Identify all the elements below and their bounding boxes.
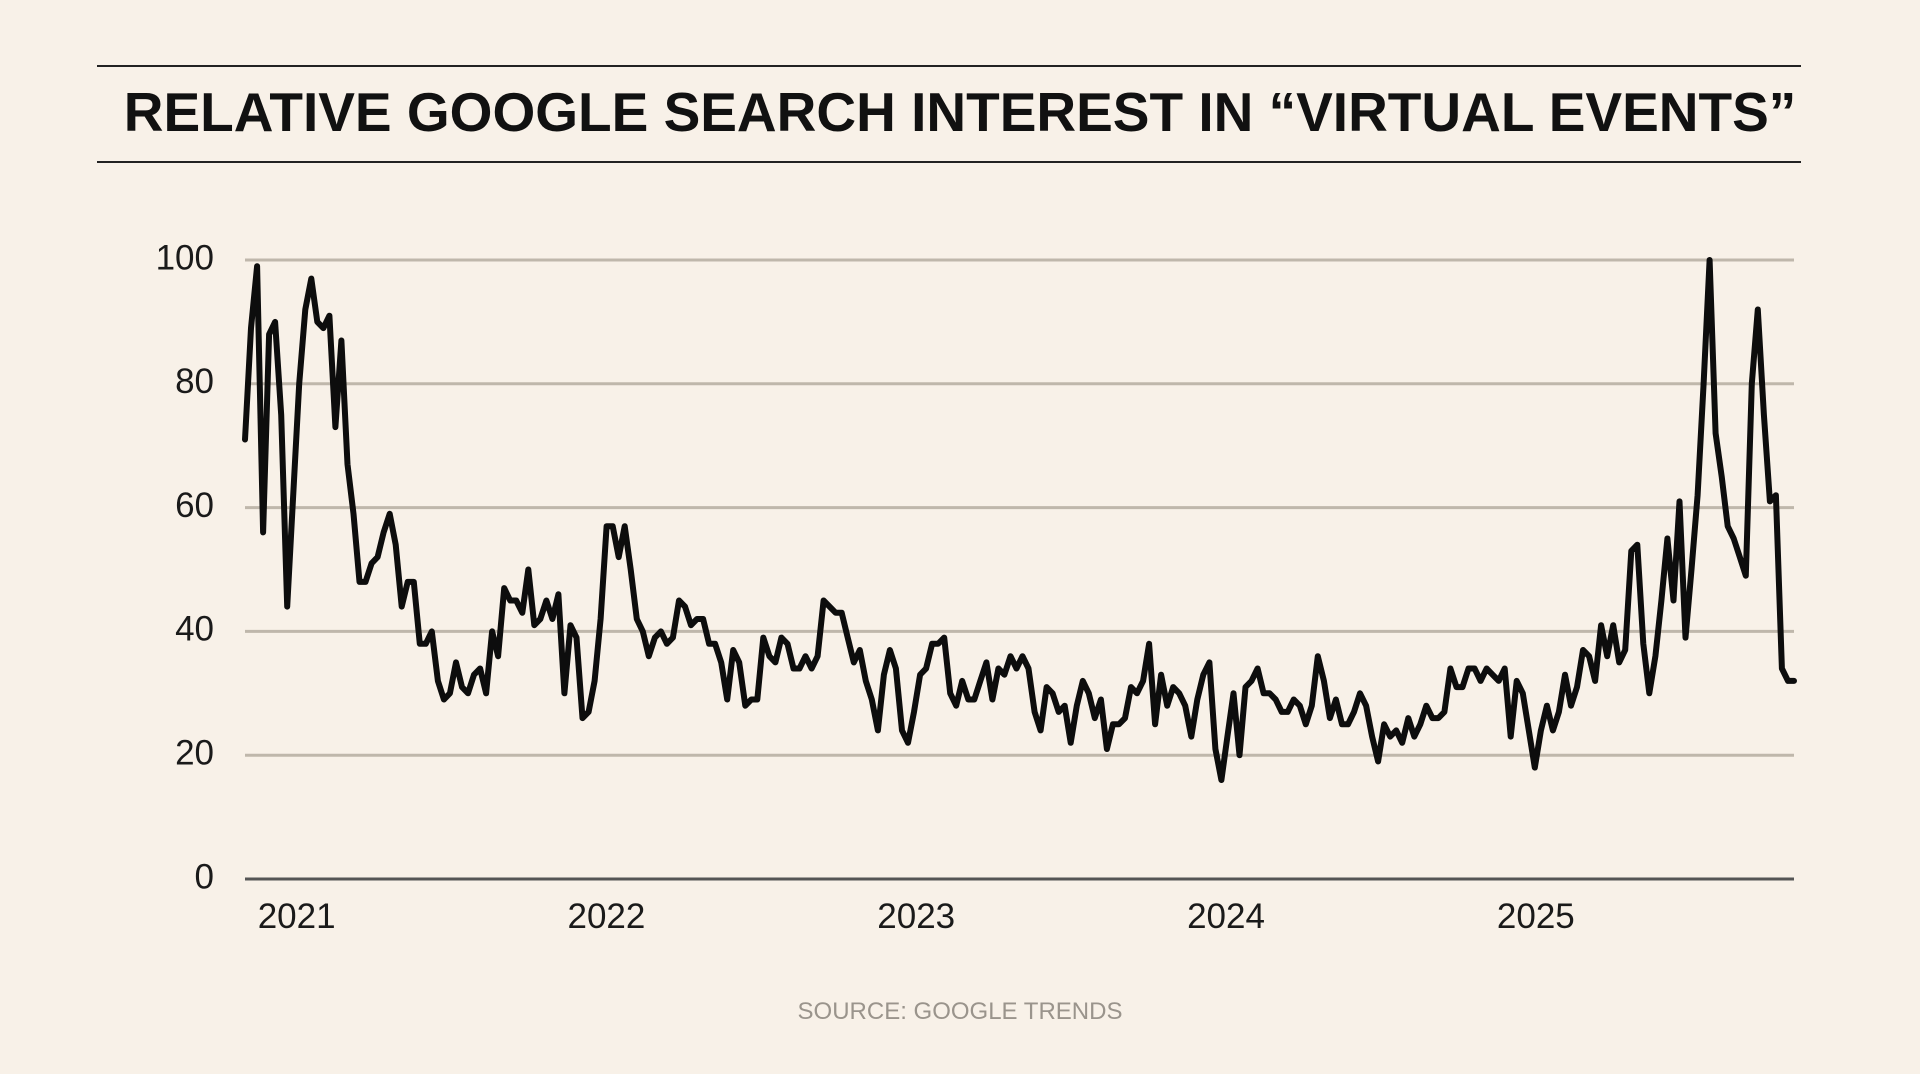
y-tick-label: 80 — [175, 362, 214, 401]
x-tick-label: 2025 — [1497, 897, 1575, 936]
data-points — [244, 259, 1795, 781]
y-tick-label: 0 — [195, 857, 214, 896]
y-tick-label: 60 — [175, 486, 214, 525]
chart-title: RELATIVE GOOGLE SEARCH INTEREST IN “VIRT… — [123, 81, 1797, 143]
gridlines — [245, 258, 1794, 881]
source-note: SOURCE: GOOGLE TRENDS — [797, 998, 1123, 1025]
y-tick-label: 20 — [175, 733, 214, 772]
y-tick-label: 100 — [156, 238, 214, 277]
x-tick-label: 2021 — [258, 897, 336, 936]
x-tick-label: 2023 — [877, 897, 955, 936]
title-top-rule — [97, 65, 1801, 67]
y-axis-labels: 0 20 40 60 80 100 — [156, 238, 214, 896]
series-line — [242, 257, 1797, 783]
x-axis-labels: 2021 2022 2023 2024 2025 — [258, 897, 1575, 936]
title-bottom-rule — [97, 161, 1801, 163]
x-tick-label: 2024 — [1187, 897, 1265, 936]
y-tick-label: 40 — [175, 610, 214, 649]
x-tick-label: 2022 — [567, 897, 645, 936]
